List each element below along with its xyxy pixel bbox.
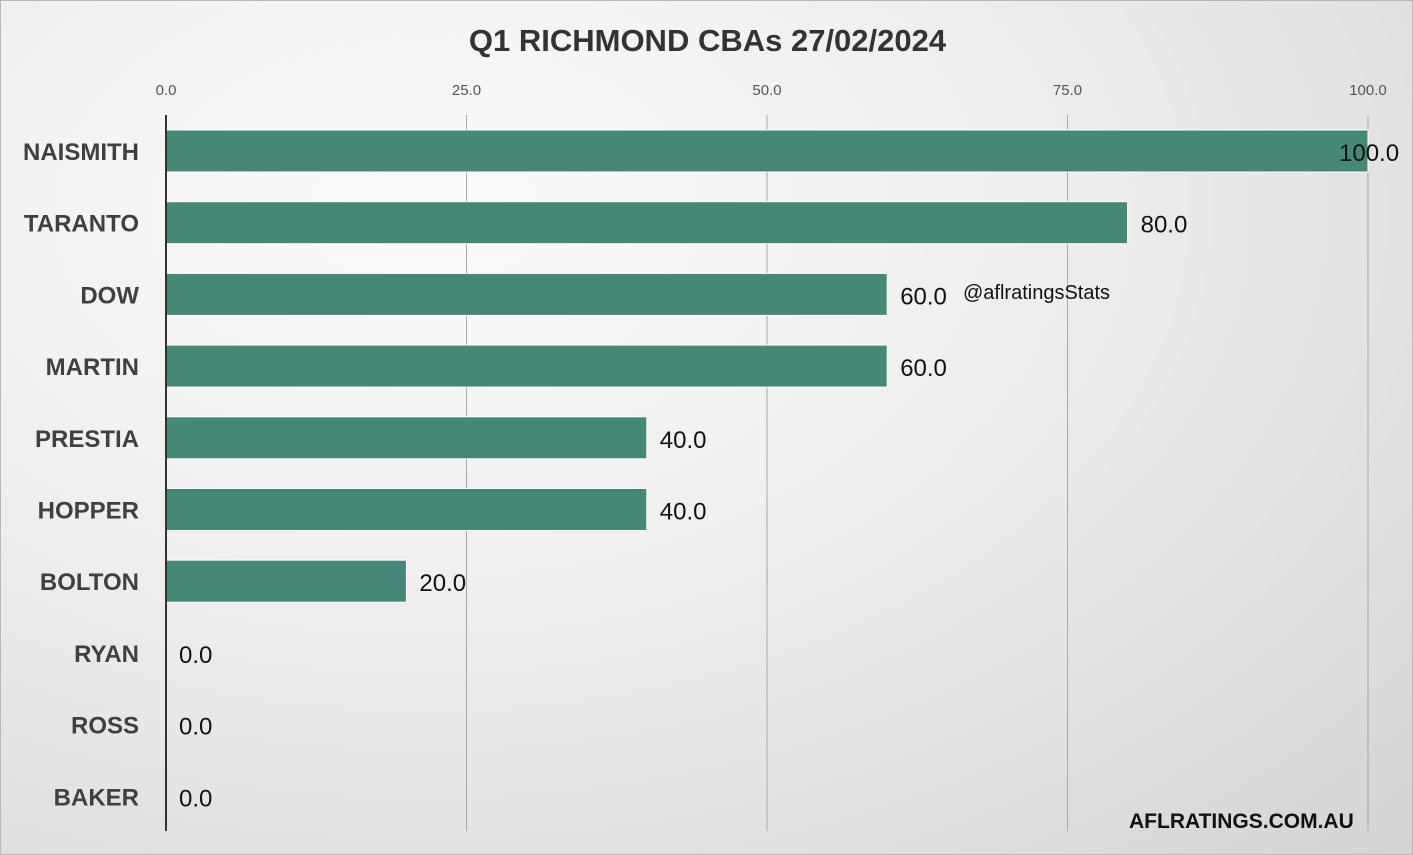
data-label: 0.0 [179, 785, 212, 812]
category-label: HOPPER [38, 498, 139, 525]
category-label: TARANTO [24, 211, 139, 238]
data-label: 40.0 [660, 427, 707, 454]
watermark-handle: @aflratingsStats [963, 282, 1111, 304]
data-label: 0.0 [179, 642, 212, 669]
category-label: BAKER [54, 784, 139, 811]
bar [165, 201, 1129, 245]
data-label: 40.0 [660, 499, 707, 526]
category-label: DOW [80, 282, 139, 309]
data-label: 80.0 [1141, 212, 1188, 239]
data-label: 60.0 [900, 355, 947, 382]
data-label: 20.0 [419, 570, 466, 597]
x-tick-label: 50.0 [752, 82, 781, 99]
data-label: 0.0 [179, 714, 212, 741]
data-label: 100.0 [1339, 140, 1399, 167]
x-tick-label: 75.0 [1053, 82, 1082, 99]
x-tick-label: 25.0 [452, 82, 481, 99]
x-tick-label: 100.0 [1349, 82, 1387, 99]
data-label: 60.0 [900, 283, 947, 310]
bar [165, 129, 1369, 173]
chart-title: Q1 RICHMOND CBAs 27/02/2024 [468, 23, 947, 58]
bar [165, 416, 648, 460]
website-label: AFLRATINGS.COM.AU [1129, 810, 1354, 833]
category-label: BOLTON [40, 569, 139, 596]
bar [165, 344, 888, 388]
bar [165, 559, 407, 603]
category-label: ROSS [71, 713, 139, 740]
x-tick-label: 0.0 [156, 82, 177, 99]
category-label: MARTIN [46, 354, 139, 381]
bar [165, 488, 648, 531]
category-label: RYAN [74, 641, 139, 668]
bar [165, 272, 888, 316]
category-label: NAISMITH [23, 139, 139, 166]
category-label: PRESTIA [35, 426, 139, 453]
